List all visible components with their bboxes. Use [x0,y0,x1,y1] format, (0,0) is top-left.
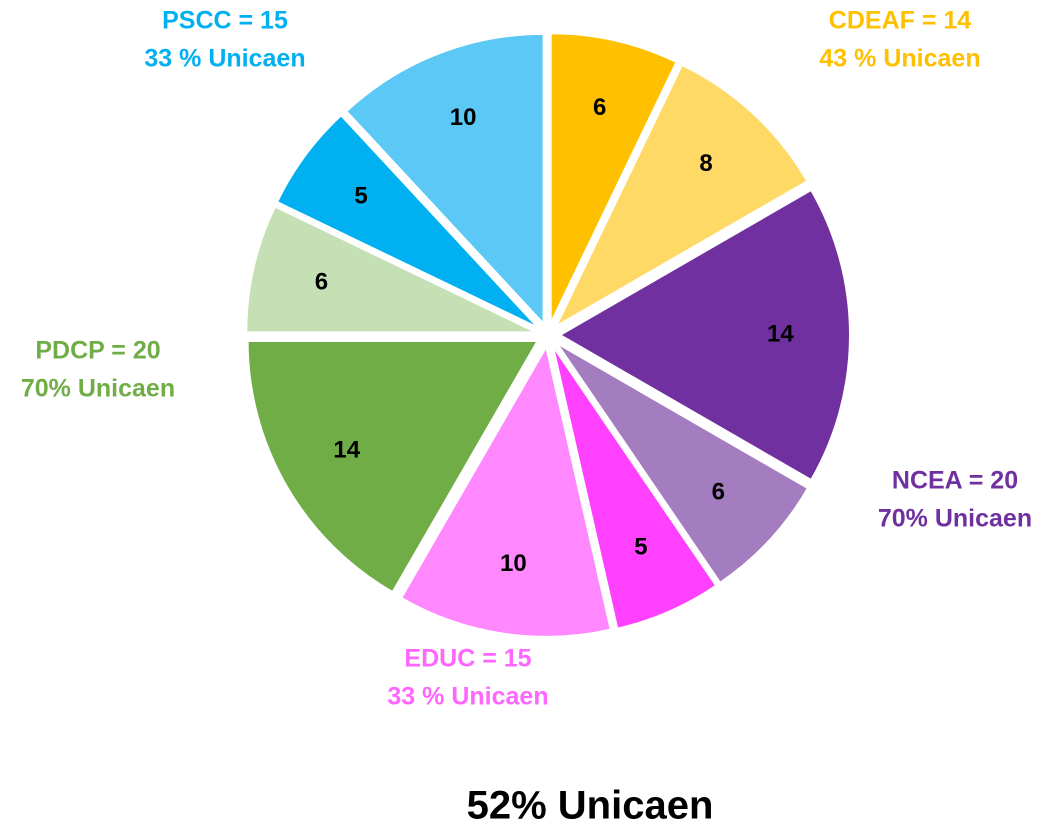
pie-slice [399,344,612,638]
group-label: PSCC = 15 [162,7,288,35]
group-label: 70% Unicaen [21,375,175,403]
pie-slice [344,32,545,327]
slice-label: 6 [315,269,328,296]
group-label: 33 % Unicaen [144,45,305,73]
group-label: PDCP = 20 [35,337,160,365]
slice-label: 14 [767,320,794,347]
group-label: EDUC = 15 [404,645,531,673]
pie-slice [555,342,810,585]
footer: 52% Unicaen [467,784,714,828]
slice-label: 6 [712,478,725,505]
slice-label: 5 [354,182,367,209]
slice-label: 5 [634,533,647,560]
pie-slice [246,340,540,594]
pie-slice [558,188,851,482]
slice-label: 14 [333,437,360,464]
group-label: 43 % Unicaen [819,45,980,73]
pie-slice [553,63,809,329]
pie-slice [551,345,718,630]
slice-label: 10 [450,104,477,131]
slice-label: 6 [593,94,606,121]
group-label: CDEAF = 14 [829,7,972,35]
slice-label: 10 [500,550,527,577]
pie-slice [245,205,537,334]
pie-slice [275,113,540,329]
pie-slice [549,32,678,324]
group-label: 33 % Unicaen [387,683,548,711]
group-label: 70% Unicaen [878,505,1032,533]
group-label: NCEA = 20 [892,467,1018,495]
slice-label: 8 [699,150,712,177]
